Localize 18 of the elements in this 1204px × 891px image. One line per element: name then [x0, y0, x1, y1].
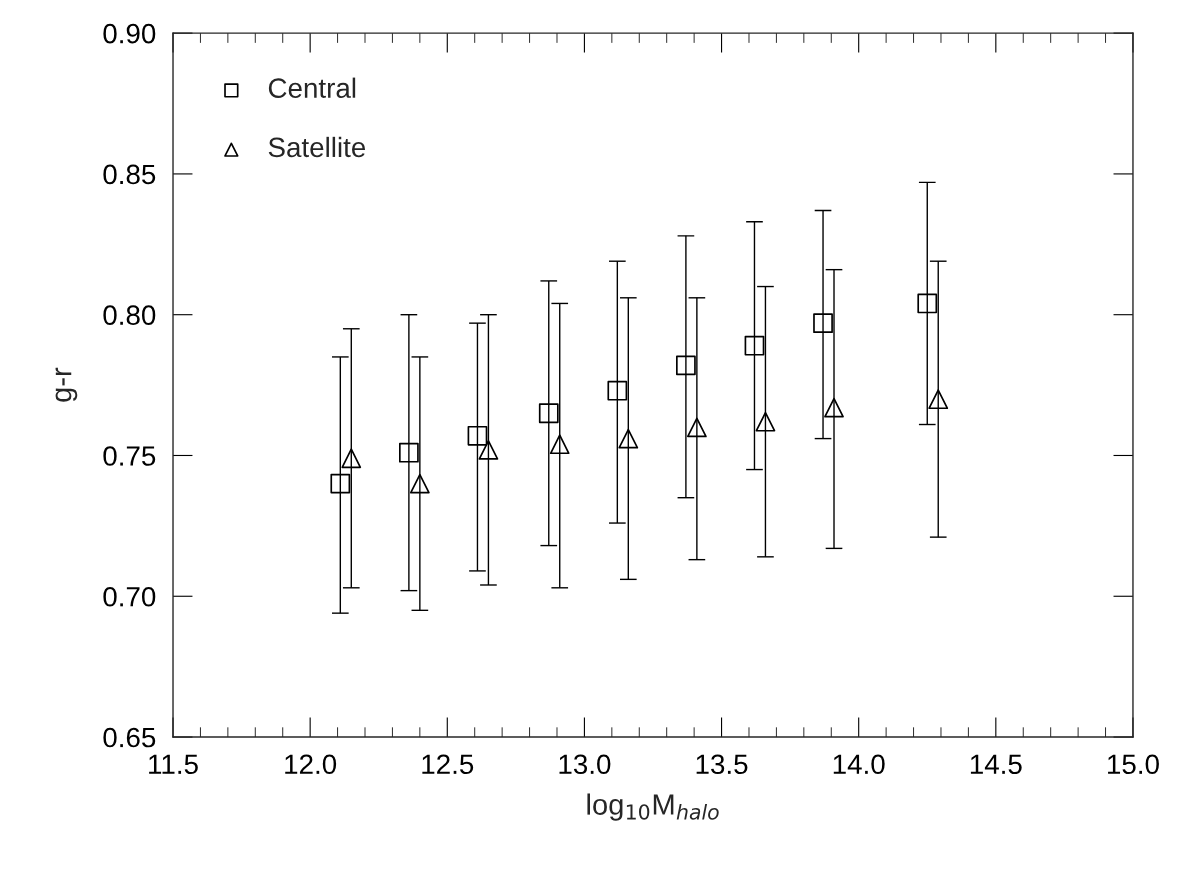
x-tick-label: 13.5: [696, 754, 748, 775]
x-tick-label: 12.0: [285, 754, 337, 775]
x-tick-label: 11.5: [149, 754, 198, 775]
legend-label: Central: [268, 77, 356, 98]
y-tick-label: 0.90: [103, 23, 156, 44]
x-tick-label: 15.0: [1108, 754, 1159, 775]
y-tick-label: 0.85: [103, 164, 156, 185]
x-tick-label: 12.5: [422, 754, 474, 775]
y-tick-label: 0.70: [103, 586, 156, 607]
legend-label: Satellite: [268, 136, 366, 158]
x-tick-label: 14.0: [833, 754, 885, 775]
x-tick-label: 13.0: [559, 754, 611, 775]
x-axis-title: log$_{10}$M$_{halo}$: [587, 793, 719, 821]
x-tick-label: 14.5: [970, 754, 1022, 775]
y-tick-label: 0.65: [103, 727, 156, 748]
y-tick-label: 0.75: [103, 446, 156, 466]
y-axis-title: g-r: [55, 367, 78, 402]
y-tick-label: 0.80: [103, 305, 156, 326]
